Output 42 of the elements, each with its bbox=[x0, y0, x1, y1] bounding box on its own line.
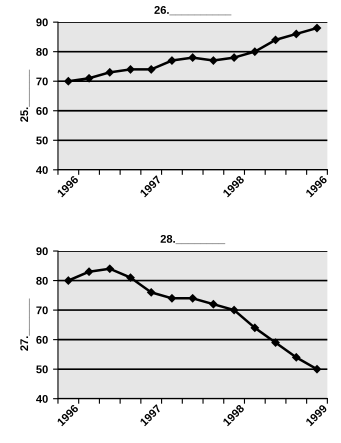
y-tick-label: 80 bbox=[36, 276, 48, 285]
y-axis-title: 27.______ bbox=[20, 298, 30, 351]
point bbox=[271, 36, 280, 44]
point bbox=[168, 56, 176, 65]
point bbox=[250, 48, 259, 56]
point bbox=[292, 30, 300, 38]
point bbox=[230, 306, 238, 314]
point bbox=[106, 68, 114, 76]
point bbox=[312, 365, 322, 374]
point bbox=[312, 24, 322, 32]
y-tick-label: 70 bbox=[36, 306, 48, 314]
point bbox=[292, 353, 300, 362]
point bbox=[271, 338, 280, 347]
chart-title: 26.__________ bbox=[154, 6, 232, 16]
point bbox=[126, 65, 135, 74]
point bbox=[147, 65, 156, 74]
point bbox=[84, 268, 94, 276]
y-tick-label: 60 bbox=[36, 336, 48, 344]
y-axis-title: 25.______ bbox=[20, 70, 30, 122]
point bbox=[64, 77, 72, 86]
point bbox=[250, 324, 259, 332]
y-tick-label: 70 bbox=[36, 77, 48, 86]
y-tick-label: 50 bbox=[36, 365, 48, 374]
y-tick-label: 60 bbox=[36, 107, 48, 115]
point bbox=[188, 294, 197, 302]
point bbox=[188, 53, 197, 62]
point bbox=[168, 294, 176, 302]
point bbox=[209, 56, 218, 65]
point bbox=[209, 300, 218, 308]
point bbox=[147, 288, 156, 297]
point bbox=[84, 74, 94, 82]
y-tick-label: 50 bbox=[36, 136, 48, 144]
y-tick-label: 80 bbox=[36, 48, 48, 56]
point bbox=[106, 264, 114, 273]
y-tick-label: 40 bbox=[36, 166, 48, 174]
y-tick-label: 40 bbox=[36, 394, 48, 403]
y-tick-label: 90 bbox=[36, 247, 48, 256]
point bbox=[64, 276, 72, 285]
point bbox=[126, 273, 135, 282]
y-tick-label: 90 bbox=[36, 18, 48, 26]
point bbox=[230, 53, 238, 62]
chart-title: 28.________ bbox=[160, 234, 226, 244]
